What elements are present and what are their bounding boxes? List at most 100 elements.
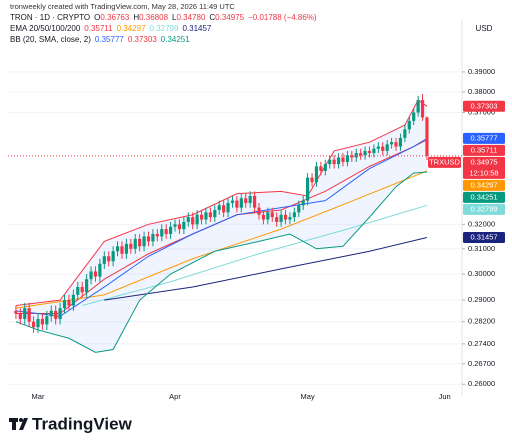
candle-body <box>217 205 221 211</box>
price-tag-label: 0.31457 <box>470 233 497 242</box>
candle-body <box>266 212 270 220</box>
candle-body <box>367 150 372 154</box>
candle-body <box>80 286 84 293</box>
candle-body <box>36 318 40 328</box>
price-tag <box>463 156 505 179</box>
legend-item: BB (20, SMA, close, 2) <box>10 35 91 44</box>
candle-body <box>230 200 235 203</box>
countdown: 12:10:58 <box>469 168 498 177</box>
candle-body <box>120 246 124 254</box>
candle-body <box>323 164 327 171</box>
candle-body <box>248 195 252 203</box>
candle-body <box>239 198 243 208</box>
indicator-line <box>82 204 428 306</box>
candle-body <box>124 243 128 254</box>
candle-body <box>133 238 137 249</box>
candle-body <box>107 256 111 262</box>
x-tick-label: Apr <box>169 392 181 401</box>
candle-body <box>385 144 389 151</box>
candle-body <box>306 177 310 201</box>
candle-body <box>169 226 173 235</box>
price-tag <box>463 132 505 144</box>
legend-item: C <box>209 13 215 22</box>
legend-item: 0.36763 <box>100 13 129 22</box>
price-tag <box>463 144 505 156</box>
price-tag-label: 0.37303 <box>470 101 497 110</box>
x-tick-label: May <box>301 392 315 401</box>
legend-item: 0.34780 <box>176 13 205 22</box>
candle-body <box>420 100 425 118</box>
candle-body <box>182 221 186 230</box>
currency: USD <box>476 24 493 33</box>
candle-body <box>416 100 420 113</box>
price-tag-label: 0.34251 <box>470 193 497 202</box>
candle-body <box>93 271 98 277</box>
candle-body <box>354 153 358 158</box>
candle-body <box>155 234 159 237</box>
candle-body <box>328 159 332 165</box>
candle-body <box>111 251 115 262</box>
y-tick-label: 0.31000 <box>468 244 495 253</box>
indicator-line <box>15 171 428 353</box>
candle-body <box>27 308 31 322</box>
candle-body <box>376 146 380 149</box>
y-tick-label: 0.27400 <box>468 339 495 348</box>
candle-body <box>164 229 168 235</box>
candle-body <box>199 214 204 220</box>
candle-body <box>71 294 75 306</box>
candle-body <box>283 214 288 220</box>
legend-row: BB (20, SMA, close, 2) 0.35777 0.37303 0.34… <box>10 35 190 44</box>
indicator-line <box>15 99 428 306</box>
price-tag-label: 0.35711 <box>471 146 498 155</box>
brand: TradingView <box>32 414 133 433</box>
legend-item: 0.37303 <box>128 35 157 44</box>
candle-body <box>359 153 363 156</box>
candle-body <box>14 310 18 314</box>
candle-body <box>292 212 296 218</box>
price-tag <box>463 231 505 243</box>
candle-body <box>288 217 292 220</box>
logo-slash <box>19 418 28 430</box>
candle-body <box>173 224 177 227</box>
logo-stem <box>12 418 16 430</box>
candle-body <box>49 310 53 317</box>
candle-body <box>297 205 301 213</box>
candle-body <box>270 212 274 218</box>
candle-body <box>31 321 36 328</box>
candle-body <box>336 157 341 165</box>
candle-body <box>98 263 102 277</box>
candle-body <box>398 137 403 147</box>
candle-body <box>279 214 283 222</box>
logo <box>9 418 28 430</box>
candle-body <box>186 217 190 222</box>
legend-item: 0.34297 <box>117 24 146 33</box>
candle-body <box>261 214 266 220</box>
candle-body <box>45 316 49 325</box>
candle-body <box>412 112 416 121</box>
candle-body <box>252 195 257 208</box>
watermark: tronweekly created with TradingView.com,… <box>10 2 235 11</box>
ticker-tag-label: TRXUSD <box>429 158 460 167</box>
candle-body <box>314 166 319 183</box>
x-tick-label: Jun <box>439 392 451 401</box>
candle-body <box>425 117 429 156</box>
candle-body <box>213 210 217 218</box>
candle-body <box>275 217 279 222</box>
candle-body <box>58 308 62 319</box>
legend-item: 0.34251 <box>161 35 190 44</box>
price-tag <box>463 191 505 203</box>
y-tick-label: 0.38000 <box>468 87 495 96</box>
candle-body <box>129 243 133 249</box>
candle-body <box>257 207 261 215</box>
candle-body <box>332 159 336 165</box>
candle-body <box>54 310 58 319</box>
logo-dot <box>19 418 23 422</box>
legend-item: 0.34975 <box>215 13 244 22</box>
candle-body <box>301 200 305 206</box>
candle-body <box>350 155 354 158</box>
x-tick-label: Mar <box>32 392 45 401</box>
candle-body <box>115 246 120 252</box>
candle-body <box>151 234 155 242</box>
